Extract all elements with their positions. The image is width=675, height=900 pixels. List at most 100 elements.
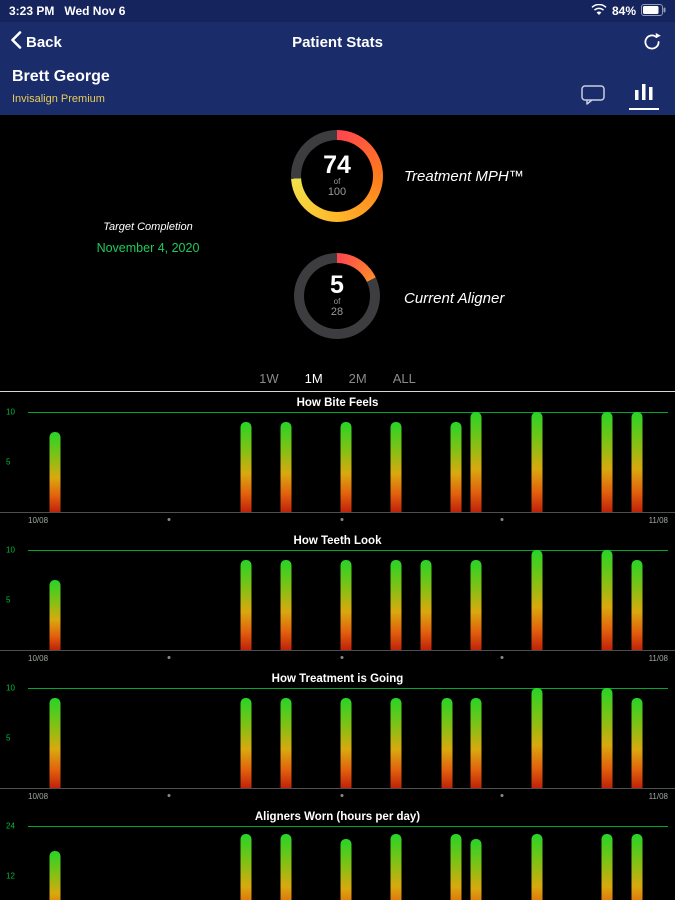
bar[interactable] — [601, 688, 613, 788]
back-button[interactable]: Back — [10, 22, 62, 62]
bar[interactable] — [240, 698, 252, 788]
bar[interactable] — [531, 412, 543, 512]
axis-tick-dot — [500, 794, 504, 797]
axis-tick-dot — [340, 656, 344, 659]
axis-tick-dot — [340, 518, 344, 521]
x-axis-line — [0, 512, 675, 513]
top-gridline — [28, 826, 668, 827]
bar[interactable] — [280, 698, 292, 788]
x-label-end: 11/08 — [648, 516, 668, 525]
current-aligner-label: Current Aligner — [404, 290, 505, 307]
bar[interactable] — [340, 560, 352, 650]
target-completion-label: Target Completion — [103, 221, 193, 233]
bar[interactable] — [240, 422, 252, 512]
axis-tick-dot — [340, 794, 344, 797]
tab-2m[interactable]: 2M — [348, 370, 367, 386]
patient-header-icons — [581, 83, 659, 110]
bar[interactable] — [49, 698, 61, 788]
x-axis-line — [0, 650, 675, 651]
bar[interactable] — [531, 834, 543, 900]
gauges-section: 74 of 100 Treatment MPH™ Target Completi… — [0, 115, 675, 365]
bar[interactable] — [280, 834, 292, 900]
tab-1w[interactable]: 1W — [259, 370, 279, 386]
x-axis: 10/08 11/08 — [28, 650, 668, 667]
bar[interactable] — [340, 838, 352, 900]
bar[interactable] — [531, 688, 543, 788]
bar[interactable] — [470, 838, 482, 900]
y-tick-label: 5 — [6, 457, 11, 467]
x-axis: 10/08 11/08 — [28, 512, 668, 529]
bar[interactable] — [49, 580, 61, 650]
tab-1m[interactable]: 1M — [304, 370, 323, 386]
bar[interactable] — [631, 412, 643, 512]
bar[interactable] — [280, 422, 292, 512]
treatment-mph-value: 74 — [323, 150, 351, 179]
chart-title: How Teeth Look — [293, 535, 382, 547]
y-tick-label: 5 — [6, 595, 11, 605]
bar[interactable] — [240, 834, 252, 900]
patient-plan: Invisalign Premium — [12, 93, 105, 105]
bar[interactable] — [390, 560, 402, 650]
nav-bar: Back Patient Stats — [0, 22, 675, 62]
bar[interactable] — [49, 432, 61, 512]
x-axis: 10/08 11/08 — [28, 788, 668, 805]
bar[interactable] — [631, 698, 643, 788]
bar[interactable] — [450, 834, 462, 900]
chart-plot: 12 24 — [6, 822, 668, 900]
treatment-mph-of: of — [333, 176, 341, 186]
bar[interactable] — [441, 698, 453, 788]
y-tick-label: 5 — [6, 733, 11, 743]
x-label-start: 10/08 — [28, 792, 49, 801]
y-tick-label: 10 — [6, 407, 15, 417]
chart-title: How Bite Feels — [296, 397, 379, 409]
bar[interactable] — [470, 412, 482, 512]
bar[interactable] — [631, 834, 643, 900]
bar[interactable] — [390, 834, 402, 900]
bar[interactable] — [470, 560, 482, 650]
treatment-mph-total: 100 — [327, 185, 347, 198]
bar[interactable] — [390, 698, 402, 788]
stats-tab-button[interactable] — [629, 83, 659, 110]
bar[interactable] — [631, 560, 643, 650]
x-label-start: 10/08 — [28, 516, 49, 525]
axis-tick-dot — [167, 794, 171, 797]
treatment-mph-label: Treatment MPH™ — [404, 168, 524, 185]
bar[interactable] — [601, 412, 613, 512]
status-left: 3:23 PM Wed Nov 6 — [9, 4, 125, 18]
x-label-start: 10/08 — [28, 654, 49, 663]
status-bar: 3:23 PM Wed Nov 6 84% — [0, 0, 675, 22]
bar[interactable] — [49, 851, 61, 900]
bar[interactable] — [601, 834, 613, 900]
chart-plot: 5 10 — [0, 408, 675, 513]
axis-tick-dot — [500, 518, 504, 521]
battery-icon — [641, 3, 666, 19]
refresh-button[interactable] — [642, 32, 662, 52]
axis-tick-dot — [167, 518, 171, 521]
chart-plot: 5 10 — [0, 684, 675, 789]
bar[interactable] — [470, 698, 482, 788]
treatment-mph-gauge-center: 74 of 100 — [301, 140, 373, 212]
top-gridline — [28, 412, 668, 413]
y-tick-label: 10 — [6, 683, 15, 693]
tab-all[interactable]: ALL — [392, 370, 416, 386]
bar[interactable] — [240, 560, 252, 650]
page-title: Patient Stats — [292, 33, 383, 51]
chart-plot: 5 10 — [0, 546, 675, 651]
chat-button[interactable] — [581, 85, 605, 110]
bar[interactable] — [280, 560, 292, 650]
bar[interactable] — [340, 698, 352, 788]
bar[interactable] — [601, 550, 613, 650]
time-range-tabs: 1W 1M 2M ALL — [0, 365, 675, 392]
bar[interactable] — [450, 422, 462, 512]
patient-header: Brett George Invisalign Premium — [0, 62, 675, 115]
treatment-mph-gauge: 74 of 100 — [291, 130, 383, 222]
chart-how-teeth-look: How Teeth Look 5 10 10/08 11/08 — [0, 530, 675, 668]
bar[interactable] — [340, 422, 352, 512]
current-aligner-gauge-center: 5 of 28 — [304, 263, 370, 329]
bar[interactable] — [390, 422, 402, 512]
y-tick-label: 12 — [6, 871, 15, 881]
chart-title: Aligners Worn (hours per day) — [254, 811, 421, 823]
bar[interactable] — [420, 560, 432, 650]
y-tick-label: 10 — [6, 545, 15, 555]
bar[interactable] — [531, 550, 543, 650]
